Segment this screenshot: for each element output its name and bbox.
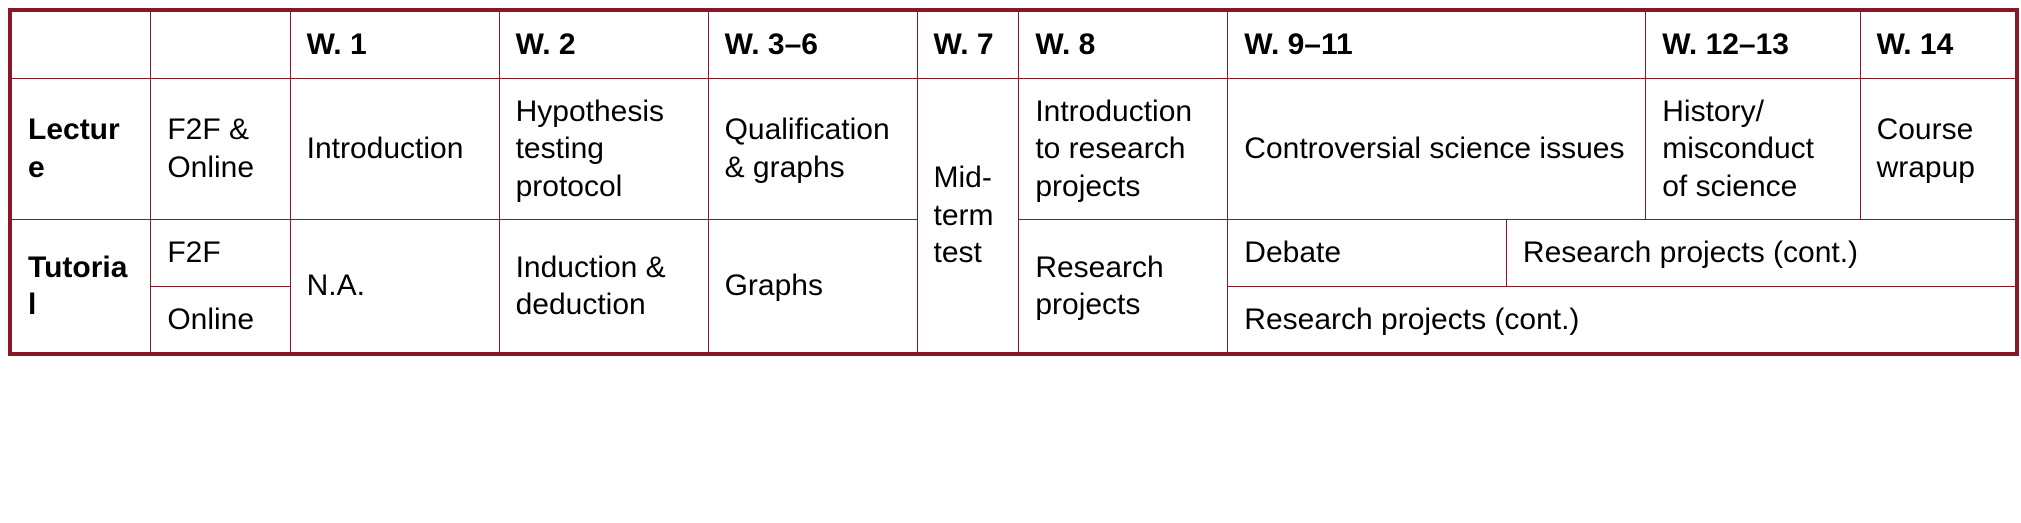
col-w7: W. 7	[917, 12, 1019, 79]
tutorial-online-mode: Online	[151, 286, 290, 353]
col-blank-1	[12, 12, 151, 79]
col-w3-6: W. 3–6	[708, 12, 917, 79]
lecture-w1: Introduction	[290, 78, 499, 220]
tutorial-online-research-cont: Research projects (cont.)	[1228, 286, 2016, 353]
col-w9-11: W. 9–11	[1228, 12, 1646, 79]
tutorial-w8: Research projects	[1019, 220, 1228, 353]
lecture-w8: Introduction to research projects	[1019, 78, 1228, 220]
col-w12-13: W. 12–13	[1646, 12, 1860, 79]
lecture-w14: Course wrapup	[1860, 78, 2015, 220]
lecture-w12-13: History/ misconduct of science	[1646, 78, 1860, 220]
tutorial-f2f-research-cont: Research projects (cont.)	[1506, 220, 2015, 287]
lecture-row: Lecture F2F & Online Introduction Hypoth…	[12, 78, 2016, 220]
lecture-label: Lecture	[12, 78, 151, 220]
tutorial-f2f-mode: F2F	[151, 220, 290, 287]
lecture-w2: Hypothesis testing protocol	[499, 78, 708, 220]
tutorial-w2: Induction & deduction	[499, 220, 708, 353]
col-blank-2	[151, 12, 290, 79]
tutorial-f2f-debate: Debate	[1228, 220, 1507, 287]
col-w2: W. 2	[499, 12, 708, 79]
lecture-w9-11: Controversial science issues	[1228, 78, 1646, 220]
lecture-mode: F2F & Online	[151, 78, 290, 220]
col-w8: W. 8	[1019, 12, 1228, 79]
table-outer-border: W. 1 W. 2 W. 3–6 W. 7 W. 8 W. 9–11 W. 12…	[8, 8, 2019, 356]
lecture-w3-6: Qualification & graphs	[708, 78, 917, 220]
col-w14: W. 14	[1860, 12, 2015, 79]
tutorial-w3-6: Graphs	[708, 220, 917, 353]
tutorial-label: Tutorial	[12, 220, 151, 353]
course-schedule-table: W. 1 W. 2 W. 3–6 W. 7 W. 8 W. 9–11 W. 12…	[11, 11, 2016, 353]
tutorial-w1: N.A.	[290, 220, 499, 353]
midterm-cell: Mid-term test	[917, 78, 1019, 353]
table-header-row: W. 1 W. 2 W. 3–6 W. 7 W. 8 W. 9–11 W. 12…	[12, 12, 2016, 79]
col-w1: W. 1	[290, 12, 499, 79]
